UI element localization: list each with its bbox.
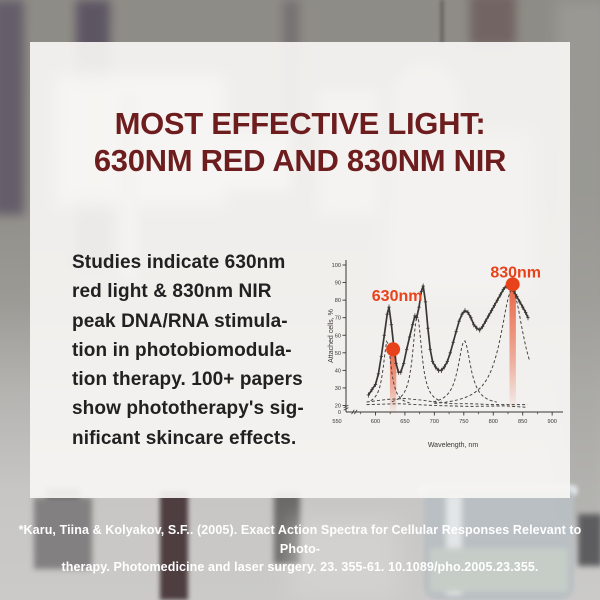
annotation-dot (505, 277, 520, 292)
annotation-beam (509, 284, 516, 418)
y-tick-label: 90 (335, 281, 341, 287)
axis-break (351, 409, 355, 415)
axis-break (354, 409, 358, 415)
bottle (160, 491, 188, 600)
beaker-liquid (430, 548, 568, 592)
body-line: show phototherapy's sig- (72, 398, 304, 420)
dashed-component-curve (366, 403, 528, 408)
x-tick-label: 750 (459, 419, 468, 425)
dashed-component-curve (370, 340, 410, 404)
background-shape (0, 0, 24, 215)
body-line: Studies indicate 630nm (72, 252, 286, 273)
x-axis-label: Wavelength, nm (428, 442, 478, 449)
annotation-dot (386, 342, 401, 357)
body-line: red light & 830nm NIR (72, 281, 272, 303)
x-tick-label: 550 (332, 419, 341, 425)
page-title: MOST EFFECTIVE LIGHT: 630NM RED AND 830N… (30, 105, 570, 179)
background-shape (470, 0, 516, 46)
y-tick-label: 30 (335, 386, 341, 392)
title-line: MOST EFFECTIVE LIGHT: (114, 106, 486, 141)
citation-line: *Karu, Tiina & Kolyakov, S.F.. (2005). E… (18, 523, 582, 556)
dashed-component-curve (433, 340, 497, 403)
dashed-component-curve (434, 288, 531, 404)
citation-line: therapy. Photomedicine and laser surgery… (61, 560, 539, 574)
y-tick-label: 50 (335, 351, 341, 357)
y-tick-label: 20 (335, 404, 341, 410)
annotation-label: 630nm (372, 288, 423, 305)
y-tick-label: 0 (338, 410, 341, 416)
background-shape (290, 520, 400, 600)
y-tick-label: 70 (335, 316, 341, 322)
axis-break (343, 404, 349, 409)
body-line: tion therapy. 100+ papers (72, 369, 303, 391)
y-axis-label: Attached cells, % (328, 309, 335, 363)
background-cable (440, 0, 444, 46)
background-shape (578, 514, 600, 566)
x-tick-label: 600 (371, 419, 380, 425)
body-line: peak DNA/RNA stimula- (72, 310, 288, 332)
annotation-beam (389, 349, 397, 418)
x-tick-label: 900 (547, 419, 556, 425)
axis-break (343, 407, 349, 411)
x-tick-label: 850 (518, 419, 527, 425)
dashed-component-curve (366, 398, 528, 406)
action-spectra-svg: 020 30 40 50 60 70 80 90 100 550 600 650 700 750 800 85… (328, 260, 563, 449)
y-tick-label: 40 (335, 368, 341, 374)
y-tick-label: 100 (332, 263, 341, 269)
body-line: nificant skincare effects. (72, 427, 297, 449)
y-tick-label: 60 (335, 333, 341, 339)
content-card: MOST EFFECTIVE LIGHT: 630NM RED AND 830N… (30, 42, 570, 498)
x-tick-label: 650 (400, 419, 409, 425)
x-tick-label: 700 (430, 419, 439, 425)
body-line: tion in photobiomodula- (72, 339, 292, 361)
dashed-component-curve (391, 313, 442, 403)
body-text: Studies indicate 630nm red light & 830nm… (72, 248, 304, 453)
y-tick-label: 80 (335, 298, 341, 304)
bottle (34, 497, 92, 569)
title-line: 630NM RED AND 830NM NIR (93, 143, 507, 178)
action-spectra-chart: 0 20 30 40 50 60 70 80 90 100 550 600 650 700 750 800 85… (325, 250, 573, 455)
annotation-label: 830nm (490, 265, 541, 282)
citation-text: *Karu, Tiina & Kolyakov, S.F.. (2005). E… (0, 521, 600, 577)
x-tick-label: 800 (489, 419, 498, 425)
